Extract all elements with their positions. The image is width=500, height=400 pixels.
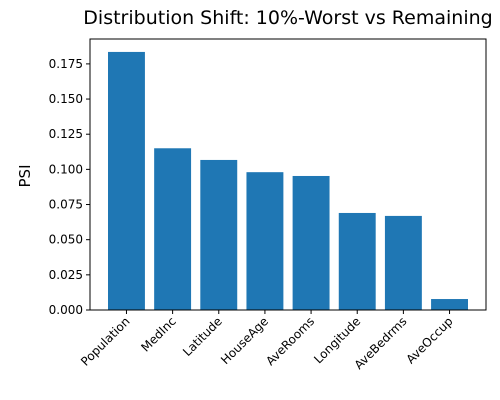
bar xyxy=(246,172,284,310)
y-tick-label: 0.000 xyxy=(49,303,83,317)
chart-title: Distribution Shift: 10%-Worst vs Remaini… xyxy=(83,7,492,29)
bar xyxy=(154,148,192,310)
bar xyxy=(200,159,238,310)
bar xyxy=(108,51,145,311)
y-tick-label: 0.150 xyxy=(49,92,83,106)
y-axis-label: PSI xyxy=(16,165,34,188)
bar xyxy=(384,215,422,310)
x-tick-label: AveRooms xyxy=(263,314,317,368)
x-tick-label: Population xyxy=(78,314,132,368)
bar xyxy=(431,299,468,310)
y-tick-label: 0.100 xyxy=(49,162,83,176)
y-tick-label: 0.175 xyxy=(49,57,83,71)
x-tick-label: AveOccup xyxy=(403,314,455,366)
bar xyxy=(292,175,330,310)
y-tick-label: 0.025 xyxy=(49,268,83,282)
bar xyxy=(338,212,376,310)
y-tick-label: 0.050 xyxy=(49,233,83,247)
plot-frame xyxy=(89,38,487,311)
y-tick-label: 0.125 xyxy=(49,127,83,141)
x-tick-label: MedInc xyxy=(138,314,178,354)
y-tick-label: 0.075 xyxy=(49,198,83,212)
x-tick-label: Latitude xyxy=(180,314,225,359)
